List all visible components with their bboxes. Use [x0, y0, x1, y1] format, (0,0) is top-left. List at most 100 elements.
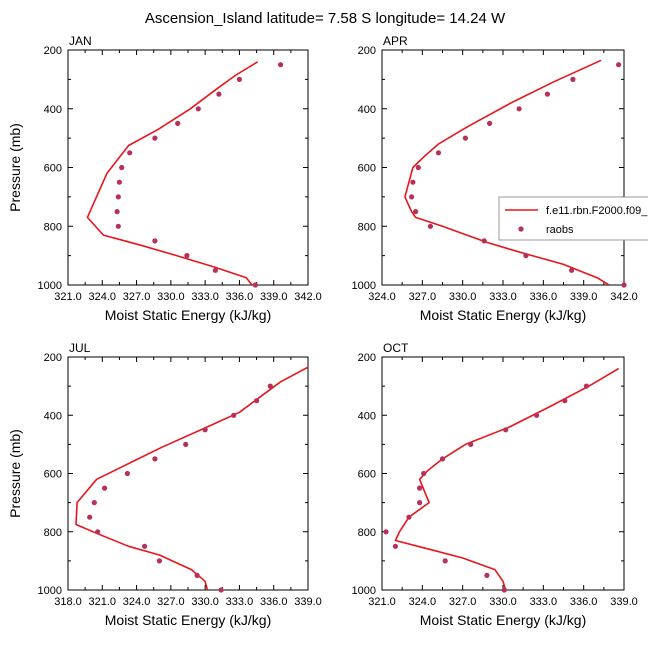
raobs-point — [114, 209, 120, 215]
raobs-point — [236, 76, 242, 82]
y-tick-label: 600 — [44, 469, 62, 481]
raobs-point — [216, 91, 222, 97]
x-axis-label: Moist Static Energy (kJ/kg) — [105, 307, 272, 323]
legend: f.e11.rbn.F2000.f09_ raobs — [498, 196, 648, 241]
raobs-point — [392, 543, 398, 549]
raobs-point — [152, 135, 158, 141]
main-title: Ascension_Island latitude= 7.58 S longit… — [145, 10, 506, 27]
x-tick-label: 330.0 — [191, 596, 219, 608]
x-tick-label: 327.0 — [449, 596, 477, 608]
raobs-point — [202, 427, 208, 433]
plot-area — [404, 59, 610, 285]
raobs-point — [115, 194, 121, 200]
y-tick-label: 400 — [44, 104, 62, 116]
raobs-point — [516, 106, 522, 112]
y-tick-label: 600 — [358, 469, 376, 481]
x-axis-label: Moist Static Energy (kJ/kg) — [420, 612, 587, 628]
raobs-point — [231, 412, 237, 418]
raobs-point — [621, 282, 627, 288]
x-tick-label: 318.0 — [54, 596, 82, 608]
y-tick-label: 200 — [358, 45, 376, 57]
raobs-point — [417, 500, 423, 506]
raobs-point — [152, 238, 158, 244]
raobs-point — [124, 470, 130, 477]
raobs-point — [484, 572, 490, 579]
plot-frame — [67, 49, 309, 286]
raobs-point — [410, 179, 416, 185]
raobs-point — [278, 62, 284, 68]
y-tick-label: 1000 — [38, 585, 62, 597]
raobs-point — [413, 209, 419, 215]
raobs-point — [95, 529, 101, 535]
x-tick-label: 324.0 — [89, 291, 117, 303]
raobs-point — [427, 223, 433, 229]
raobs-point — [254, 398, 260, 404]
x-tick-label: 342.0 — [610, 291, 638, 303]
raobs-point — [119, 164, 125, 171]
raobs-point — [91, 500, 97, 506]
raobs-point — [212, 267, 218, 273]
legend-box — [498, 196, 648, 241]
y-tick-label: 400 — [358, 410, 376, 422]
raobs-point — [481, 238, 487, 244]
x-tick-label: 336.0 — [260, 596, 288, 608]
raobs-point — [442, 558, 448, 564]
raobs-point — [417, 485, 423, 491]
raobs-point — [439, 456, 446, 462]
model-line-series — [394, 367, 620, 590]
raobs-point — [409, 194, 415, 200]
plot-area — [86, 61, 259, 285]
x-tick-label: 324.0 — [409, 596, 437, 608]
raobs-point — [115, 223, 121, 229]
x-tick-label: 330.0 — [489, 596, 517, 608]
panel-label: OCT — [383, 341, 409, 355]
raobs-point — [183, 441, 189, 447]
raobs-point — [523, 253, 529, 259]
x-tick-label: 336.0 — [226, 291, 254, 303]
legend-label-raobs: raobs — [546, 224, 574, 236]
x-tick-label: 321.0 — [89, 596, 117, 608]
panel-label: JUL — [69, 341, 91, 355]
x-tick-label: 333.0 — [489, 291, 517, 303]
plot-area — [75, 366, 308, 590]
raobs-point — [421, 470, 427, 477]
x-tick-label: 336.0 — [530, 291, 558, 303]
raobs-point — [175, 120, 181, 126]
y-tick-label: 600 — [44, 163, 62, 175]
x-axis-label: Moist Static Energy (kJ/kg) — [105, 612, 272, 628]
model-line-series — [86, 61, 259, 285]
y-tick-label: 400 — [358, 104, 376, 116]
x-tick-label: 327.0 — [123, 291, 151, 303]
plot-frame — [381, 356, 625, 591]
raobs-point — [501, 587, 507, 593]
x-tick-label: 342.0 — [294, 291, 322, 303]
raobs-point — [406, 514, 412, 520]
raobs-point — [87, 514, 93, 520]
x-tick-label: 339.0 — [260, 291, 288, 303]
raobs-point — [544, 91, 551, 97]
y-tick-label: 800 — [358, 221, 376, 233]
raobs-point — [435, 150, 442, 156]
raobs-point — [487, 120, 493, 126]
panel-jan: JAN 321.0 324.0 327.0 330.0 333.0 336.0 339.0 34… — [7, 34, 322, 323]
y-tick-label: 1000 — [352, 280, 376, 292]
x-tick-label: 324.0 — [123, 596, 151, 608]
x-tick-label: 330.0 — [449, 291, 477, 303]
x-tick-label: 333.0 — [191, 291, 219, 303]
y-axis-label: Pressure (mb) — [7, 429, 23, 518]
raobs-point — [195, 106, 201, 112]
raobs-point — [462, 135, 468, 141]
panel-label: JAN — [69, 34, 92, 48]
panel-oct: OCT 321.0 324.0 327.0 330.0 333.0 336.0 339.0 20… — [352, 341, 638, 628]
y-tick-label: 800 — [358, 527, 376, 539]
model-line-series — [75, 366, 308, 590]
raobs-point — [383, 529, 389, 535]
raobs-point — [534, 412, 540, 418]
raobs-point — [503, 427, 509, 433]
raobs-point — [569, 267, 575, 273]
y-tick-label: 800 — [44, 221, 62, 233]
x-tick-label: 333.0 — [530, 596, 558, 608]
x-tick-label: 330.0 — [157, 291, 185, 303]
raobs-point — [562, 398, 568, 404]
